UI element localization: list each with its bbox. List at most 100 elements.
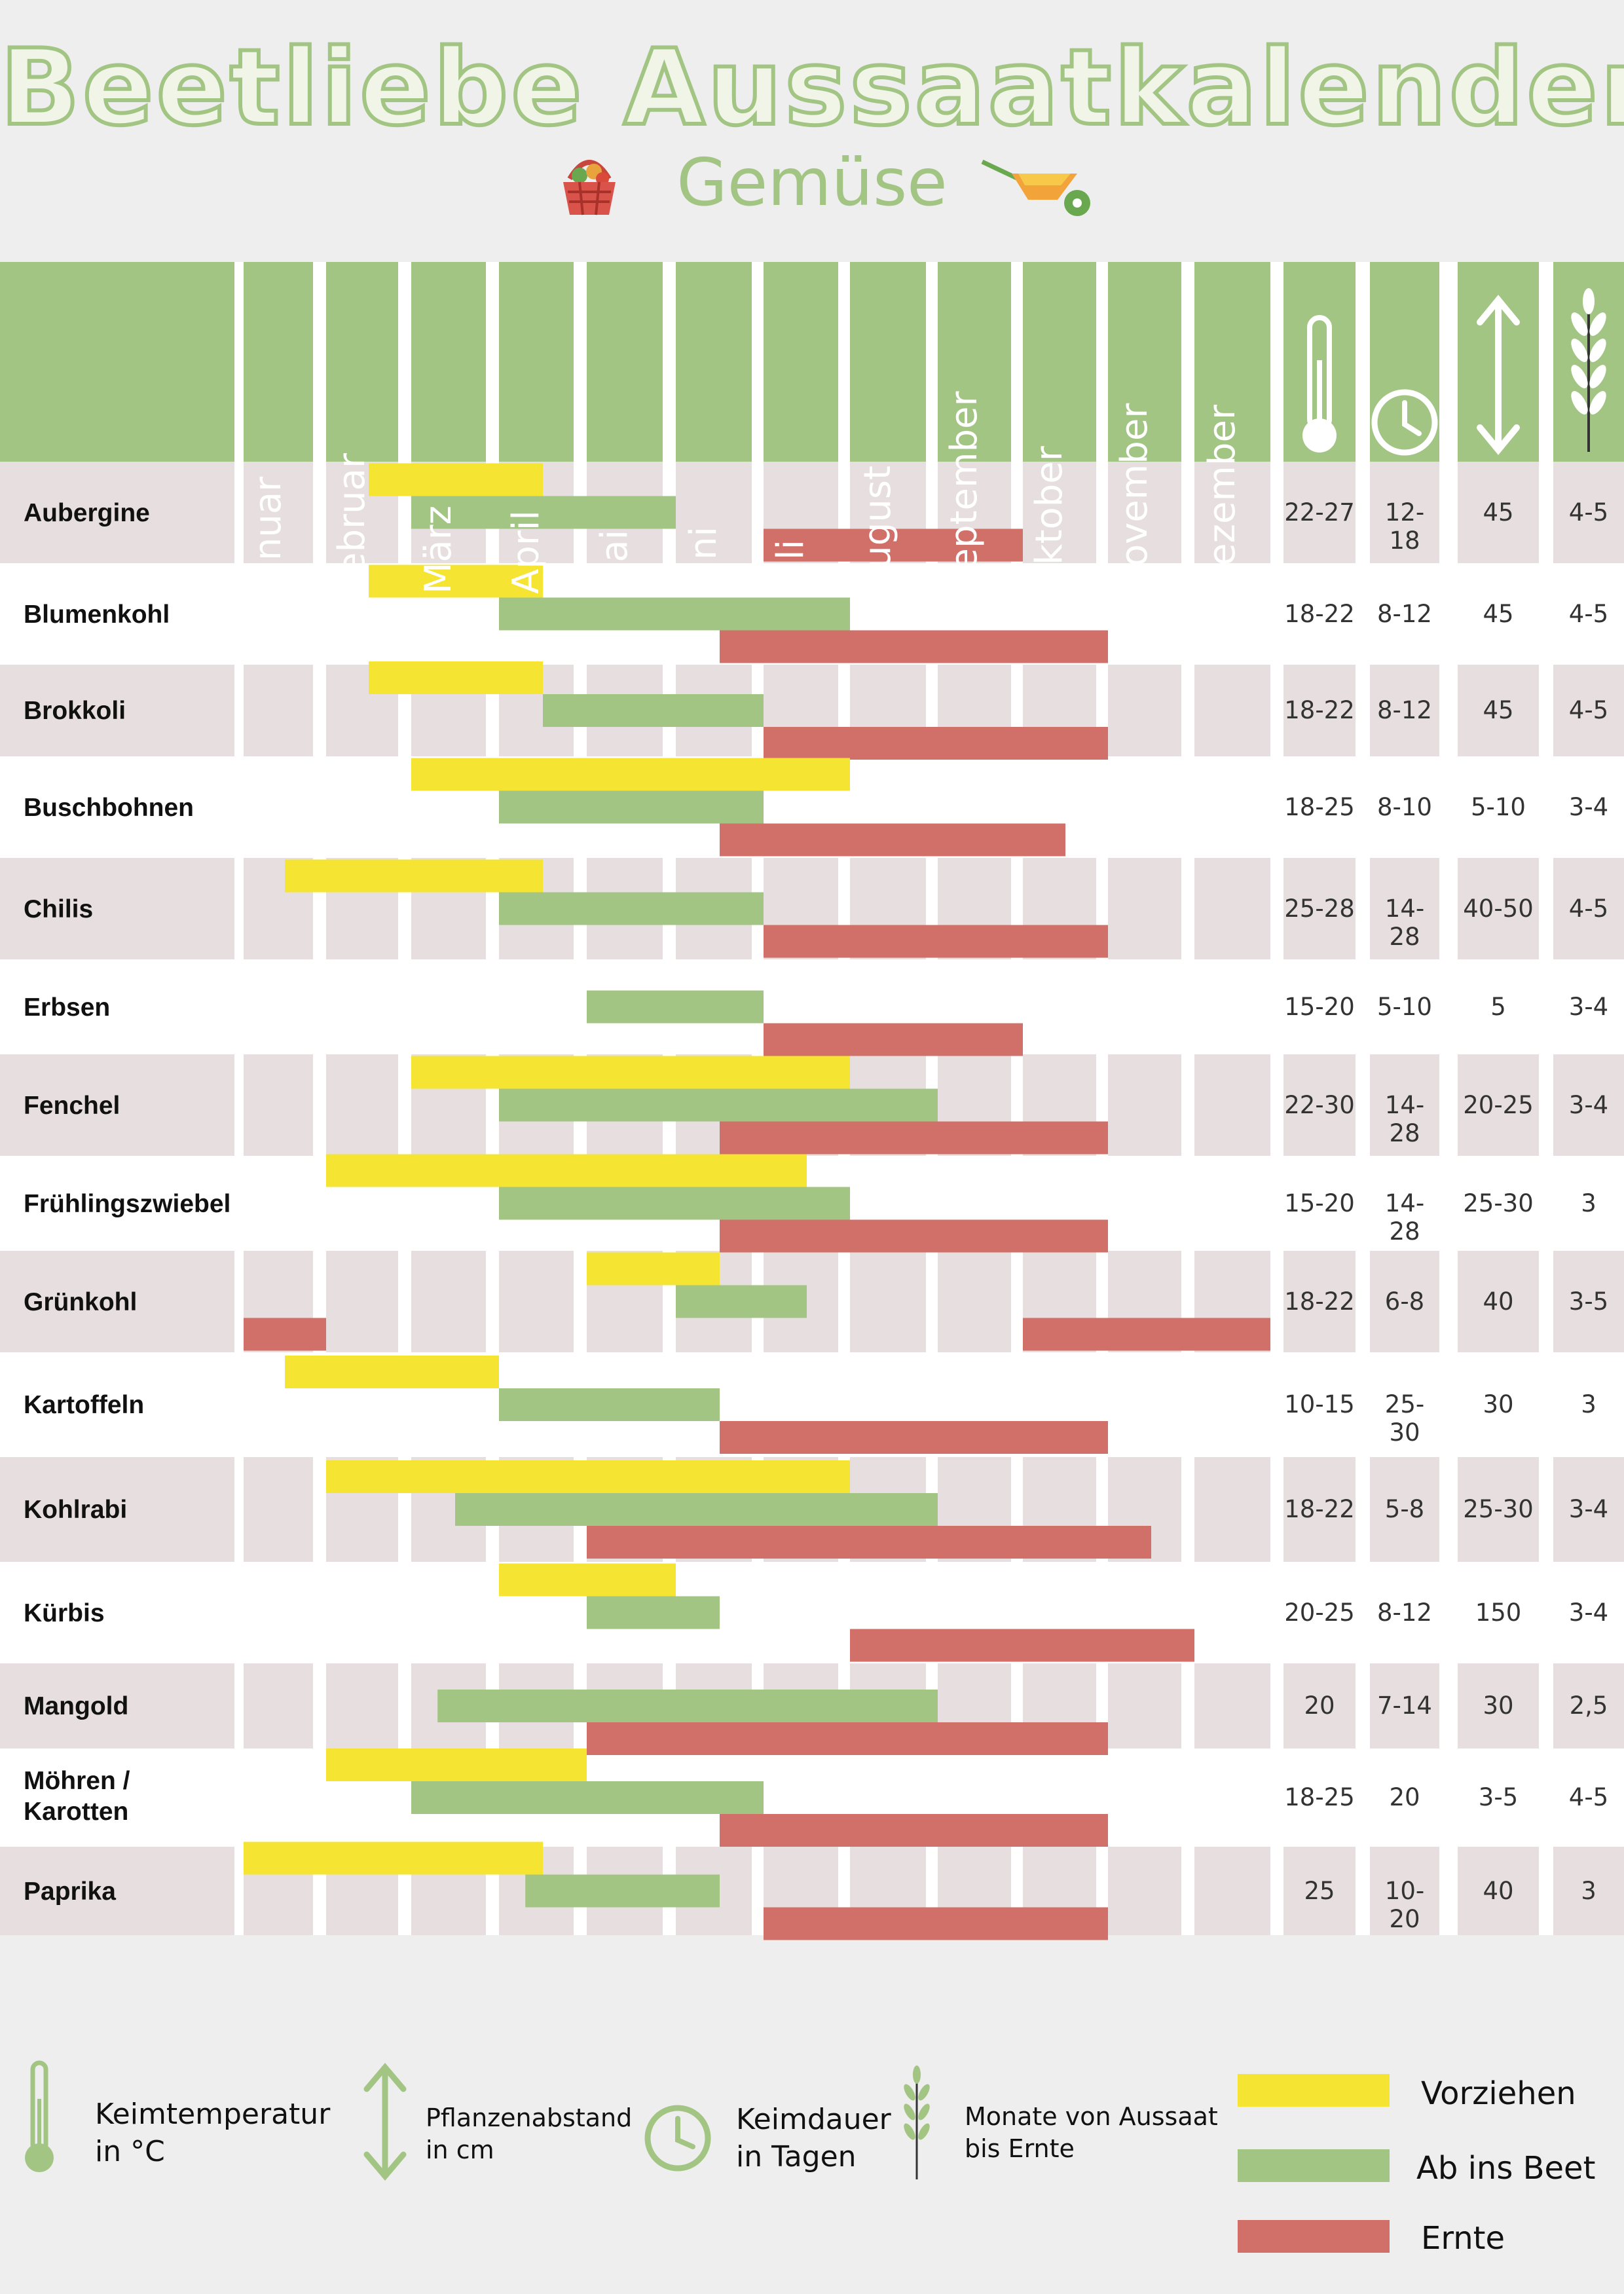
thermometer-icon [25, 2060, 54, 2172]
bar-ab-ins-beet [499, 1187, 850, 1220]
value-monate: 3 [1581, 1390, 1596, 1418]
value-abstand: 5-10 [1471, 792, 1526, 821]
legend: Keimtemperatur in °C Pflanzenabstand in … [0, 2004, 1624, 2292]
bar-ernte [764, 727, 1108, 760]
value-monate: 3 [1581, 1876, 1596, 1905]
value-monate: 4-5 [1568, 1783, 1609, 1811]
column-separator [398, 262, 411, 1935]
value-keimdauer: 14-28 [1384, 894, 1425, 951]
bar-ernte [764, 1907, 1108, 1940]
value-abstand: 45 [1483, 599, 1514, 628]
page-title: Beetliebe Aussaatkalender [0, 24, 1624, 151]
value-monate: 2,5 [1569, 1692, 1608, 1720]
row-label: Erbsen [24, 993, 111, 1022]
month-label-text: Februar [331, 453, 373, 594]
legend-temp: Keimtemperatur in °C [95, 2096, 330, 2170]
legend-time-line1: Keimdauer [736, 2103, 891, 2136]
bar-ernte [720, 1219, 1108, 1253]
basket-icon [563, 160, 616, 215]
value-keimdauer: 12-18 [1384, 498, 1425, 555]
bar-vorziehen [285, 1356, 499, 1388]
value-abstand: 25-30 [1463, 1495, 1534, 1523]
value-temp: 18-22 [1284, 1495, 1355, 1523]
page-subtitle: Gemüse [676, 144, 948, 221]
value-temp: 18-22 [1284, 1287, 1355, 1316]
bar-ernte [720, 630, 1108, 663]
wheat-icon [1571, 288, 1606, 452]
value-keimdauer: 8-10 [1377, 792, 1432, 821]
value-temp: 22-27 [1284, 498, 1355, 527]
bar-ernte [764, 925, 1108, 958]
column-separator [1181, 262, 1194, 1935]
value-abstand: 25-30 [1463, 1189, 1534, 1217]
row-label: Mangold [24, 1692, 129, 1720]
value-temp: 18-25 [1284, 1783, 1355, 1811]
value-keimdauer: 8-12 [1377, 696, 1432, 724]
header-band [0, 262, 1624, 462]
value-temp: 25 [1304, 1876, 1335, 1905]
bar-ernte [587, 1526, 1151, 1559]
wheat-icon [904, 2065, 930, 2179]
row-label: Blumenkohl [24, 600, 170, 629]
value-abstand: 150 [1475, 1598, 1522, 1627]
row-label: Fenchel [24, 1091, 120, 1120]
column-separator [1270, 262, 1283, 1935]
bar-vorziehen [369, 661, 543, 694]
month-label-text: Dezember [1201, 405, 1244, 594]
legend-temp-line1: Keimtemperatur [95, 2098, 331, 2131]
month-label-text: April [505, 510, 547, 594]
bar-vorziehen [411, 758, 850, 791]
legend-spacing-line2: in cm [426, 2136, 494, 2165]
bar-ernte [720, 1121, 1108, 1155]
value-abstand: 30 [1483, 1692, 1514, 1720]
value-monate: 4-5 [1568, 894, 1609, 923]
row-label: Kürbis [24, 1599, 105, 1627]
bar-vorziehen [587, 1252, 720, 1286]
value-keimdauer: 8-12 [1377, 599, 1432, 628]
sowing-calendar-chart: Januar Februar März April Mai Juni Juli August S… [0, 262, 1624, 1978]
value-monate: 4-5 [1568, 498, 1609, 527]
value-monate: 3 [1581, 1189, 1596, 1217]
value-monate: 4-5 [1568, 599, 1609, 628]
legend-months-line1: Monate von Aussaat [965, 2102, 1218, 2131]
value-keimdauer: 6-8 [1384, 1287, 1425, 1316]
legend-label-beet: Ab ins Beet [1416, 2150, 1596, 2187]
month-label-text: Mai [593, 529, 636, 594]
legend-label-vorziehen: Vorziehen [1421, 2075, 1576, 2112]
legend-swatch-ernte [1238, 2220, 1390, 2253]
value-abstand: 30 [1483, 1390, 1514, 1418]
value-keimdauer: 5-10 [1377, 992, 1432, 1021]
value-temp: 20 [1304, 1692, 1335, 1720]
value-keimdauer: 7-14 [1377, 1692, 1432, 1720]
legend-time-line2: in Tagen [736, 2140, 857, 2174]
column-separator [313, 262, 326, 1935]
row-label: Brokkoli [24, 697, 126, 725]
bar-vorziehen [411, 1056, 850, 1089]
bar-ab-ins-beet [499, 1088, 938, 1122]
value-monate: 3-4 [1568, 792, 1609, 821]
wheelbarrow-icon [981, 159, 1090, 216]
row-label: Aubergine [24, 498, 150, 527]
value-keimdauer: 5-8 [1384, 1495, 1425, 1523]
clock-icon [644, 2105, 711, 2172]
column-separator [1096, 262, 1108, 1935]
bar-ab-ins-beet [499, 1388, 720, 1421]
bar-vorziehen [326, 1748, 587, 1781]
bar-ab-ins-beet [499, 597, 850, 631]
legend-swatch-beet [1238, 2149, 1390, 2182]
column-separator [1439, 262, 1458, 1935]
row-label: Kartoffeln [24, 1391, 145, 1419]
bar-vorziehen [369, 463, 543, 496]
column-separator [1539, 262, 1553, 1935]
bar-ab-ins-beet [411, 1781, 764, 1814]
legend-months-line2: bis Ernte [965, 2134, 1075, 2164]
clock-icon [1371, 389, 1438, 456]
legend-months: Monate von Aussaat bis Ernte [965, 2101, 1218, 2166]
value-monate: 3-4 [1568, 1090, 1609, 1119]
bar-ab-ins-beet [587, 1596, 720, 1629]
bar-ab-ins-beet [543, 694, 764, 727]
header: Beetliebe Aussaatkalender Gemüse [0, 0, 1624, 262]
bar-ab-ins-beet [676, 1285, 807, 1318]
bar-ernte [764, 1023, 1023, 1056]
row-label: Frühlingszwiebel [24, 1189, 231, 1218]
